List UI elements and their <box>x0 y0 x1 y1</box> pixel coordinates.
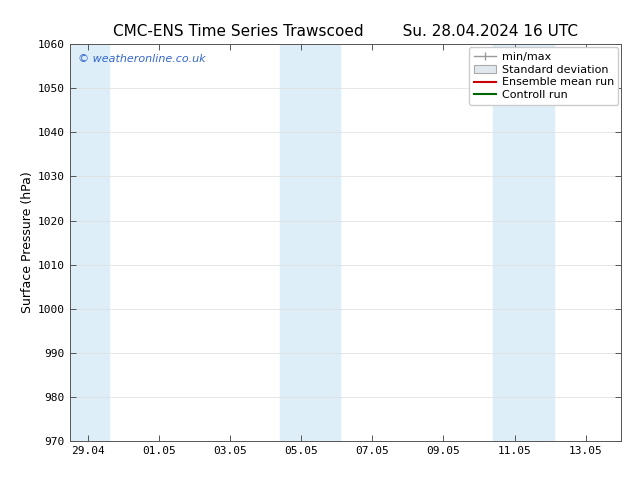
Bar <box>70 44 109 441</box>
Bar <box>493 44 553 441</box>
Y-axis label: Surface Pressure (hPa): Surface Pressure (hPa) <box>21 172 34 314</box>
Text: © weatheronline.co.uk: © weatheronline.co.uk <box>78 54 205 64</box>
Bar <box>280 44 340 441</box>
Title: CMC-ENS Time Series Trawscoed        Su. 28.04.2024 16 UTC: CMC-ENS Time Series Trawscoed Su. 28.04.… <box>113 24 578 39</box>
Legend: min/max, Standard deviation, Ensemble mean run, Controll run: min/max, Standard deviation, Ensemble me… <box>469 48 618 105</box>
